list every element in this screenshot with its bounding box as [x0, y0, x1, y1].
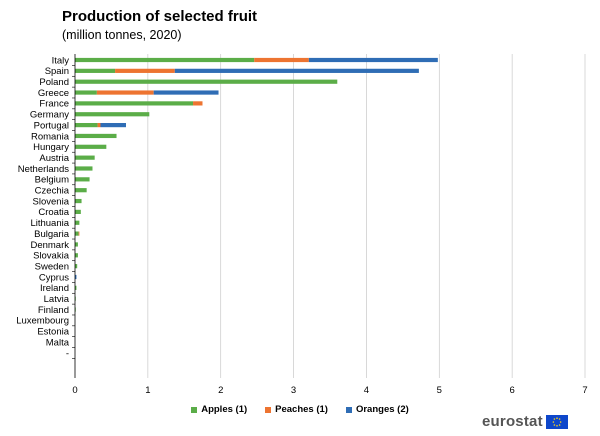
x-tick-label: 2 — [218, 385, 223, 396]
category-label: Greece — [38, 88, 69, 99]
legend-swatch — [345, 406, 352, 413]
category-label: France — [39, 99, 69, 110]
legend-label: Oranges (2) — [355, 404, 409, 415]
x-tick-labels: 0 1 2 3 4 5 6 7 — [72, 385, 587, 396]
bar-apples — [75, 231, 79, 236]
bar-apples — [75, 253, 78, 258]
category-label: Denmark — [30, 240, 69, 251]
bar-apples — [75, 209, 81, 214]
category-label: Italy — [52, 55, 70, 66]
legend-item-apples: Apples (1) — [191, 404, 247, 415]
bar-apples — [75, 123, 98, 128]
category-label: Portugal — [34, 120, 69, 131]
bar-apples — [75, 198, 82, 204]
bar-oranges — [100, 123, 126, 128]
bar-oranges — [75, 274, 77, 280]
gridlines — [147, 54, 586, 378]
bar-apples — [75, 112, 150, 117]
category-label: Croatia — [38, 207, 69, 218]
bar-apples — [75, 57, 255, 63]
category-label: Czechia — [35, 186, 70, 197]
legend-swatch — [265, 406, 272, 413]
legend: Apples (1) Peaches (1) Oranges (2) — [0, 404, 600, 415]
category-label: Netherlands — [18, 164, 69, 175]
category-label: Cyprus — [39, 272, 69, 283]
bar-apples — [75, 90, 97, 95]
bar-peaches — [115, 68, 175, 73]
eurostat-logo: eurostat — [482, 413, 568, 430]
bar-peaches — [254, 57, 309, 63]
category-label: Estonia — [37, 327, 69, 338]
legend-label: Apples (1) — [201, 404, 248, 415]
bar-oranges — [174, 68, 419, 73]
category-label: Hungary — [33, 142, 69, 153]
bar-peaches — [96, 90, 154, 95]
category-labels: ItalySpainPolandGreeceFranceGermanyPortu… — [16, 55, 70, 359]
category-label: Belgium — [35, 175, 69, 186]
bar-apples — [75, 155, 95, 160]
legend-item-peaches: Peaches (1) — [265, 404, 328, 415]
category-label: Spain — [45, 66, 69, 77]
category-label: Lithuania — [30, 218, 69, 229]
bars — [75, 57, 438, 312]
bar-apples — [75, 188, 87, 193]
x-tick-label: 6 — [509, 385, 514, 396]
logo-text: eurostat — [482, 413, 543, 430]
category-label: Austria — [39, 153, 69, 164]
legend-swatch — [191, 406, 198, 413]
bar-apples — [75, 177, 90, 182]
category-label: - — [66, 348, 69, 359]
category-label: Finland — [38, 305, 69, 316]
bar-peaches — [78, 231, 80, 236]
category-label: Latvia — [44, 294, 70, 305]
axes — [72, 54, 76, 378]
x-tick-label: 4 — [364, 385, 369, 396]
category-label: Ireland — [40, 283, 69, 294]
x-tick-label: 5 — [437, 385, 442, 396]
bar-chart: ItalySpainPolandGreeceFranceGermanyPortu… — [16, 54, 588, 396]
chart-title: Production of selected fruit — [62, 8, 258, 25]
category-label: Germany — [30, 110, 69, 121]
bar-apples — [75, 285, 77, 290]
x-tick-label: 1 — [145, 385, 150, 396]
bar-apples — [75, 133, 117, 139]
bar-apples — [75, 166, 93, 171]
bar-apples — [75, 264, 78, 269]
category-label: Slovenia — [33, 196, 70, 207]
bar-apples — [75, 79, 338, 84]
bar-peaches — [193, 101, 203, 106]
category-label: Sweden — [35, 261, 69, 272]
legend-item-oranges: Oranges (2) — [345, 404, 409, 415]
category-label: Bulgaria — [34, 229, 70, 240]
category-label: Malta — [46, 337, 70, 348]
bar-oranges — [153, 90, 219, 95]
legend-label: Peaches (1) — [275, 404, 328, 415]
category-label: Slovakia — [33, 251, 70, 262]
x-tick-label: 3 — [291, 385, 296, 396]
x-tick-label: 0 — [72, 385, 77, 396]
bar-apples — [75, 144, 107, 149]
category-label: Romania — [31, 131, 70, 142]
category-label: Poland — [39, 77, 69, 88]
bar-apples — [75, 68, 116, 73]
category-label: Luxembourg — [16, 316, 69, 327]
eu-flag-icon — [545, 414, 568, 429]
bar-peaches — [97, 123, 101, 128]
x-tick-label: 7 — [582, 385, 587, 396]
bar-oranges — [308, 57, 438, 63]
bar-apples — [75, 220, 80, 225]
bar-apples — [75, 242, 78, 247]
bar-apples — [75, 101, 194, 106]
chart-subtitle: (million tonnes, 2020) — [62, 28, 182, 42]
